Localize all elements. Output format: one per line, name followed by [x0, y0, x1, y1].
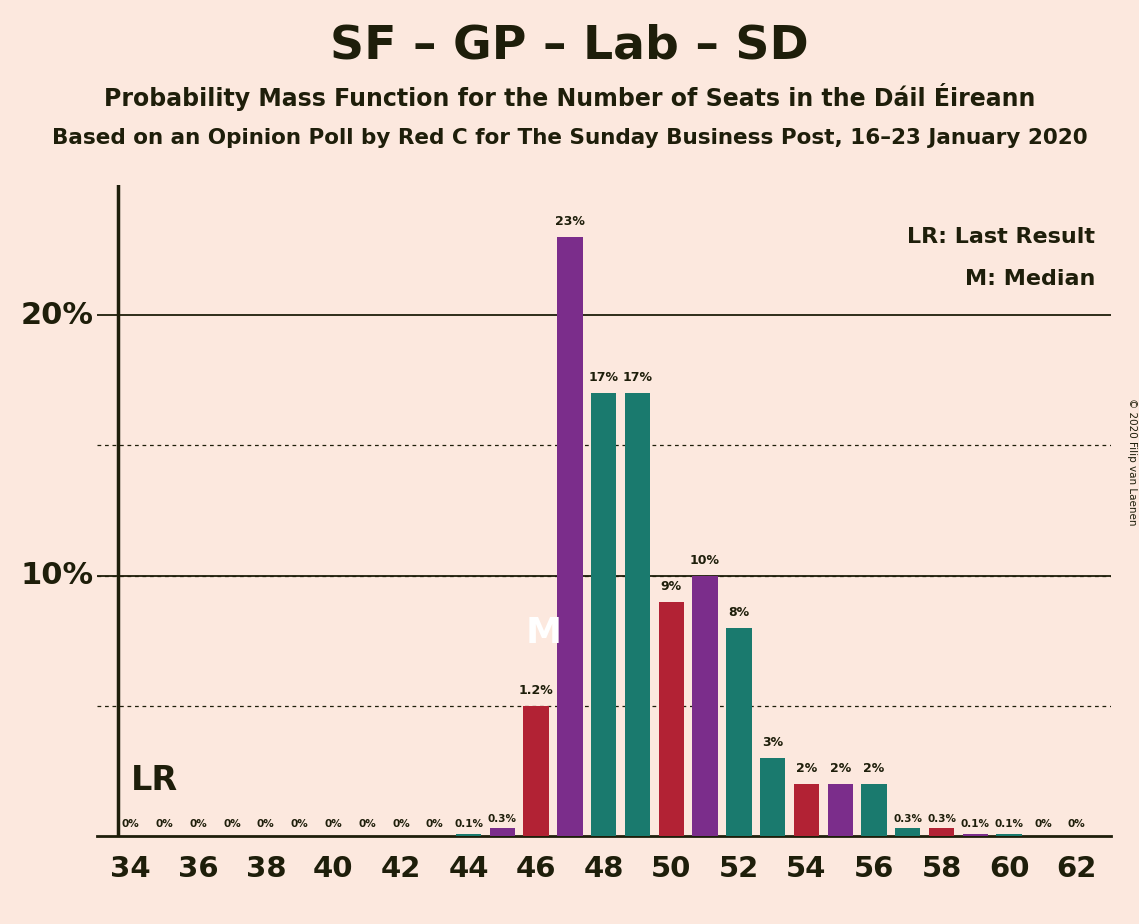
Text: 17%: 17% — [589, 371, 618, 384]
Bar — [693, 576, 718, 836]
Text: 0.1%: 0.1% — [994, 819, 1024, 829]
Text: 10%: 10% — [690, 553, 720, 566]
Text: 2%: 2% — [796, 762, 817, 775]
Text: LR: LR — [131, 764, 178, 797]
Bar — [828, 784, 853, 836]
Text: 3%: 3% — [762, 736, 784, 749]
Text: 0%: 0% — [257, 819, 274, 829]
Bar — [658, 602, 683, 836]
Text: 0%: 0% — [223, 819, 240, 829]
Bar — [794, 784, 819, 836]
Text: 17%: 17% — [622, 371, 653, 384]
Text: 0.1%: 0.1% — [961, 819, 990, 829]
Bar — [456, 833, 481, 836]
Bar — [727, 627, 752, 836]
Text: 0%: 0% — [1068, 819, 1085, 829]
Text: 2%: 2% — [863, 762, 885, 775]
Bar — [591, 394, 616, 836]
Text: 0.3%: 0.3% — [487, 814, 517, 823]
Text: 0.1%: 0.1% — [454, 819, 483, 829]
Text: 2%: 2% — [829, 762, 851, 775]
Bar — [524, 706, 549, 836]
Text: M: M — [525, 616, 562, 650]
Text: 23%: 23% — [555, 214, 584, 228]
Text: 9%: 9% — [661, 579, 682, 592]
Text: 0%: 0% — [290, 819, 309, 829]
Bar — [895, 829, 920, 836]
Text: 0.3%: 0.3% — [927, 814, 956, 823]
Text: Based on an Opinion Poll by Red C for The Sunday Business Post, 16–23 January 20: Based on an Opinion Poll by Red C for Th… — [51, 128, 1088, 148]
Text: M: Median: M: Median — [965, 270, 1096, 289]
Text: SF – GP – Lab – SD: SF – GP – Lab – SD — [330, 23, 809, 68]
Text: 0%: 0% — [1034, 819, 1051, 829]
Text: 0%: 0% — [156, 819, 173, 829]
Bar — [490, 829, 515, 836]
Text: 0.3%: 0.3% — [893, 814, 923, 823]
Bar — [760, 758, 785, 836]
Text: © 2020 Filip van Laenen: © 2020 Filip van Laenen — [1126, 398, 1137, 526]
Bar — [557, 237, 582, 836]
Bar — [962, 833, 988, 836]
Text: 0%: 0% — [426, 819, 443, 829]
Bar — [997, 833, 1022, 836]
Text: 0%: 0% — [189, 819, 207, 829]
Text: Probability Mass Function for the Number of Seats in the Dáil Éireann: Probability Mass Function for the Number… — [104, 83, 1035, 111]
Text: 0%: 0% — [122, 819, 139, 829]
Text: 0%: 0% — [359, 819, 376, 829]
Bar — [861, 784, 886, 836]
Text: 8%: 8% — [728, 605, 749, 619]
Text: LR: Last Result: LR: Last Result — [908, 227, 1096, 247]
Text: 0%: 0% — [325, 819, 342, 829]
Text: 20%: 20% — [21, 300, 93, 330]
Text: 10%: 10% — [21, 561, 93, 590]
Text: 0%: 0% — [392, 819, 410, 829]
Bar — [929, 829, 954, 836]
Text: 1.2%: 1.2% — [518, 684, 554, 697]
Bar — [625, 394, 650, 836]
